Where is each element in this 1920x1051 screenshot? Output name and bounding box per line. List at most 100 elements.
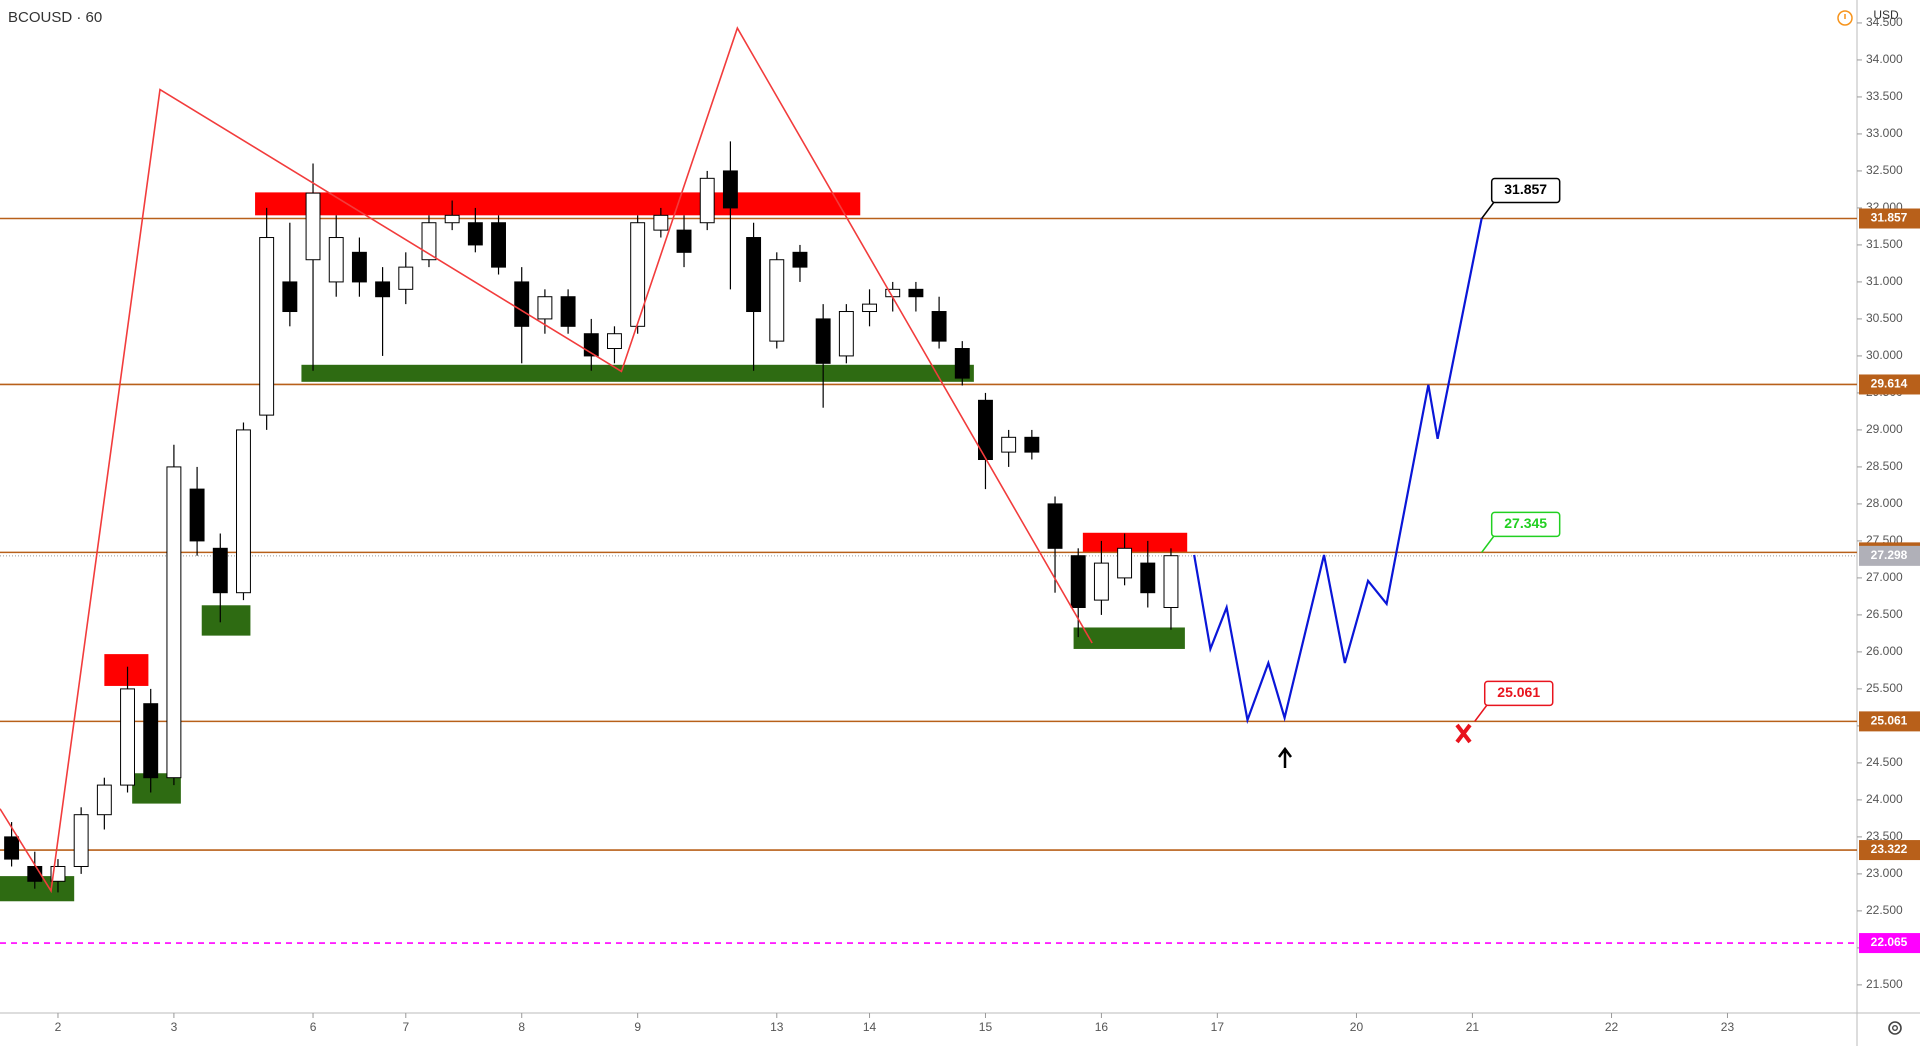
- candle-body: [630, 222, 646, 327]
- pattern-line: [0, 26, 1093, 894]
- candle-body: [143, 703, 159, 779]
- x-tick-label: 17: [1211, 1020, 1225, 1034]
- y-tick-label: 26.000: [1866, 644, 1903, 658]
- y-tick-label: 21.500: [1866, 977, 1903, 991]
- candle-body: [305, 192, 321, 261]
- candle-body: [1001, 436, 1017, 453]
- callout-label: 27.345: [1504, 515, 1547, 531]
- level-tag: 25.061: [1871, 714, 1908, 728]
- y-tick-label: 28.500: [1866, 459, 1903, 473]
- candle-body: [560, 296, 576, 327]
- y-tick-label: 27.000: [1866, 570, 1903, 584]
- candle-body: [792, 251, 808, 268]
- last-price-tag-bg: [1859, 545, 1920, 566]
- candle-body: [328, 237, 344, 283]
- y-tick-label: 31.000: [1866, 274, 1903, 288]
- zone: [132, 773, 181, 804]
- callout-box: [1483, 680, 1554, 707]
- plot: 31.857 27.345 25.061: [0, 26, 1857, 944]
- candle-body: [1163, 555, 1179, 609]
- candle-body: [676, 229, 692, 253]
- candle-body: [421, 222, 437, 261]
- candle-body: [1047, 503, 1063, 549]
- candle-body: [166, 466, 182, 779]
- candle-body: [1070, 555, 1086, 609]
- x-tick-label: 21: [1466, 1020, 1480, 1034]
- x-tick-label: 9: [634, 1020, 641, 1034]
- level-tag-bg: [1859, 711, 1920, 732]
- y-tick-label: 30.500: [1866, 311, 1903, 325]
- settings-icon[interactable]: [1888, 1021, 1902, 1035]
- candle-body: [769, 259, 785, 342]
- alert-icon[interactable]: [1837, 10, 1853, 26]
- candle-body: [1093, 562, 1109, 601]
- candle-body: [653, 214, 669, 231]
- x-tick-label: 6: [310, 1020, 317, 1034]
- candle-body: [491, 222, 506, 268]
- level-tag-bg: [1859, 840, 1920, 861]
- x-tick-label: 2: [55, 1020, 62, 1034]
- y-tick-label: 28.000: [1866, 496, 1903, 510]
- zone: [201, 605, 251, 636]
- y-tick-label: 29.000: [1866, 422, 1903, 436]
- x-tick-label: 8: [518, 1020, 525, 1034]
- candle-body: [537, 296, 553, 320]
- candle-body: [96, 784, 112, 816]
- candle-body: [467, 222, 483, 246]
- level-tag: 23.322: [1871, 842, 1908, 856]
- callout-label: 31.857: [1504, 181, 1547, 197]
- x-tick-label: 22: [1605, 1020, 1619, 1034]
- projection-line: [1193, 218, 1483, 725]
- candle-body: [514, 281, 530, 327]
- candle-body: [862, 303, 877, 313]
- x-tick-label: 7: [402, 1020, 409, 1034]
- candle-body: [236, 429, 251, 594]
- invalidation-mark: [1455, 723, 1472, 744]
- candle-body: [375, 281, 391, 298]
- callout-leader: [1474, 704, 1488, 722]
- y-tick-label: 33.500: [1866, 89, 1903, 103]
- candle-body: [398, 266, 414, 290]
- callout-leader: [1481, 202, 1495, 219]
- x-tick-label: 23: [1721, 1020, 1735, 1034]
- y-tick-label: 34.500: [1866, 15, 1903, 29]
- candle-body: [815, 318, 831, 364]
- callout-label: 25.061: [1497, 684, 1540, 700]
- level-tag: 31.857: [1871, 211, 1908, 225]
- candle-body: [1117, 547, 1133, 579]
- y-tick-label: 33.000: [1866, 126, 1903, 140]
- y-tick-label: 24.000: [1866, 792, 1903, 806]
- y-tick-label: 34.000: [1866, 52, 1903, 66]
- level-tag: 22.065: [1871, 935, 1908, 949]
- candle-body: [699, 177, 715, 224]
- candle-body: [4, 836, 20, 860]
- zone: [301, 364, 974, 382]
- y-tick-label: 24.500: [1866, 755, 1903, 769]
- y-tick-label: 23.500: [1866, 829, 1903, 843]
- x-tick-label: 15: [979, 1020, 993, 1034]
- zone: [104, 654, 149, 686]
- candle-body: [259, 237, 275, 416]
- candle-body: [212, 547, 228, 594]
- y-tick-label: 31.500: [1866, 237, 1903, 251]
- candle-body: [607, 333, 622, 350]
- candle-body: [282, 281, 298, 313]
- y-tick-label: 26.500: [1866, 607, 1903, 621]
- last-price-tag: 27.298: [1871, 548, 1908, 562]
- candle-body: [746, 237, 762, 313]
- x-tick-label: 3: [171, 1020, 178, 1034]
- candle-body: [931, 311, 947, 342]
- y-tick-label: 25.500: [1866, 681, 1903, 695]
- level-tag-bg: [1859, 933, 1920, 954]
- candle-body: [954, 348, 970, 379]
- candle-body: [1140, 562, 1156, 594]
- candle-body: [444, 214, 460, 224]
- gear-hub: [1892, 1025, 1898, 1031]
- candle-body: [1024, 436, 1040, 453]
- y-tick-label: 32.500: [1866, 163, 1903, 177]
- candle-body: [722, 170, 738, 209]
- level-tag-bg: [1859, 208, 1920, 229]
- candle-body: [73, 814, 89, 867]
- x-tick-label: 16: [1095, 1020, 1109, 1034]
